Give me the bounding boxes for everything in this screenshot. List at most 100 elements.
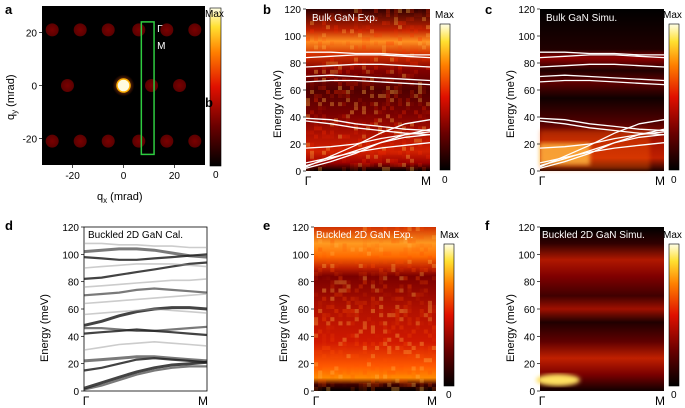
noise-pixel xyxy=(374,73,378,78)
noise-pixel xyxy=(350,374,355,379)
noise-pixel xyxy=(330,57,334,62)
noise-pixel xyxy=(410,61,414,66)
b-colorbar xyxy=(439,23,451,171)
noise-pixel xyxy=(414,49,418,54)
noise-pixel xyxy=(370,321,375,326)
noise-pixel xyxy=(334,313,338,317)
noise-pixel xyxy=(394,13,398,18)
noise-pixel xyxy=(410,126,414,131)
b-y-tick-label: 40 xyxy=(290,113,302,124)
noise-pixel xyxy=(398,150,402,155)
noise-pixel xyxy=(354,300,359,305)
noise-pixel xyxy=(390,41,394,46)
b-y-tick-label: 100 xyxy=(284,32,301,43)
noise-pixel xyxy=(422,106,426,111)
noise-pixel xyxy=(366,354,371,359)
noise-pixel xyxy=(318,300,323,305)
noise-pixel xyxy=(415,350,420,355)
noise-pixel xyxy=(407,243,412,248)
noise-pixel xyxy=(354,341,359,346)
noise-pixel xyxy=(330,94,334,98)
noise-pixel xyxy=(407,370,412,375)
noise-pixel xyxy=(398,45,402,50)
noise-pixel xyxy=(362,162,366,167)
noise-pixel xyxy=(370,158,374,163)
noise-pixel xyxy=(334,280,339,285)
noise-pixel xyxy=(350,341,355,346)
noise-pixel xyxy=(330,325,335,330)
noise-pixel xyxy=(414,29,418,34)
noise-pixel xyxy=(358,154,362,159)
noise-pixel xyxy=(362,321,367,326)
noise-pixel xyxy=(379,276,384,281)
noise-pixel xyxy=(374,106,378,111)
noise-pixel xyxy=(418,142,422,147)
noise-pixel xyxy=(330,337,335,342)
noise-pixel xyxy=(402,110,406,115)
noise-pixel xyxy=(342,341,347,346)
noise-pixel xyxy=(402,146,406,151)
noise-pixel xyxy=(370,280,375,285)
noise-pixel xyxy=(318,94,322,98)
phonon-band xyxy=(539,79,665,86)
noise-pixel xyxy=(378,94,382,98)
noise-pixel xyxy=(338,86,342,90)
panel-a-letter: a xyxy=(5,2,13,17)
noise-pixel xyxy=(362,158,366,163)
noise-pixel xyxy=(314,301,318,305)
noise-pixel xyxy=(346,358,351,363)
noise-pixel xyxy=(362,325,367,330)
noise-pixel xyxy=(330,126,334,131)
noise-pixel xyxy=(314,98,318,103)
phonon-band xyxy=(83,253,208,261)
noise-pixel xyxy=(350,81,354,86)
noise-pixel xyxy=(314,276,319,281)
noise-pixel xyxy=(410,155,414,159)
noise-pixel xyxy=(310,158,314,163)
c-y-tick-label: 80 xyxy=(524,59,536,70)
noise-pixel xyxy=(382,110,386,115)
noise-pixel xyxy=(394,9,398,13)
noise-pixel xyxy=(350,90,354,94)
e-plot xyxy=(314,227,436,391)
b-y-tick-label: 0 xyxy=(295,167,301,178)
noise-pixel xyxy=(403,304,408,309)
noise-pixel xyxy=(422,45,426,50)
noise-pixel xyxy=(406,29,410,34)
noise-pixel xyxy=(362,37,366,42)
panel-f: f Buckled 2D GaN Simu. 0 20 40 60 80 100 120 Γ… xyxy=(485,218,682,408)
noise-pixel xyxy=(378,154,382,159)
noise-pixel xyxy=(370,146,374,151)
noise-pixel xyxy=(407,239,412,244)
f-plot xyxy=(540,227,664,391)
noise-pixel xyxy=(318,370,323,375)
noise-pixel xyxy=(322,382,327,387)
noise-pixel xyxy=(386,21,390,26)
noise-pixel xyxy=(378,110,382,115)
noise-pixel xyxy=(387,374,392,379)
panel-b-letter: b xyxy=(263,2,271,17)
noise-pixel xyxy=(379,374,384,379)
noise-pixel xyxy=(404,301,408,305)
noise-pixel xyxy=(394,158,398,163)
noise-pixel xyxy=(382,21,386,26)
noise-pixel xyxy=(370,69,374,74)
noise-pixel xyxy=(314,350,319,355)
noise-pixel xyxy=(322,288,327,293)
e-y-axis-label: Energy (meV) xyxy=(278,294,290,362)
phonon-band-faint xyxy=(83,340,208,351)
noise-pixel xyxy=(418,150,422,155)
d-y-tick-label: 40 xyxy=(68,332,80,343)
noise-pixel xyxy=(318,362,323,367)
noise-pixel xyxy=(322,317,327,322)
b-x-tick-label: M xyxy=(421,174,431,188)
noise-pixel xyxy=(314,321,319,326)
box-label-m: M xyxy=(157,41,165,52)
noise-pixel xyxy=(406,17,410,22)
noise-pixel xyxy=(322,106,326,111)
e-noise xyxy=(314,227,436,391)
noise-pixel xyxy=(370,304,375,309)
